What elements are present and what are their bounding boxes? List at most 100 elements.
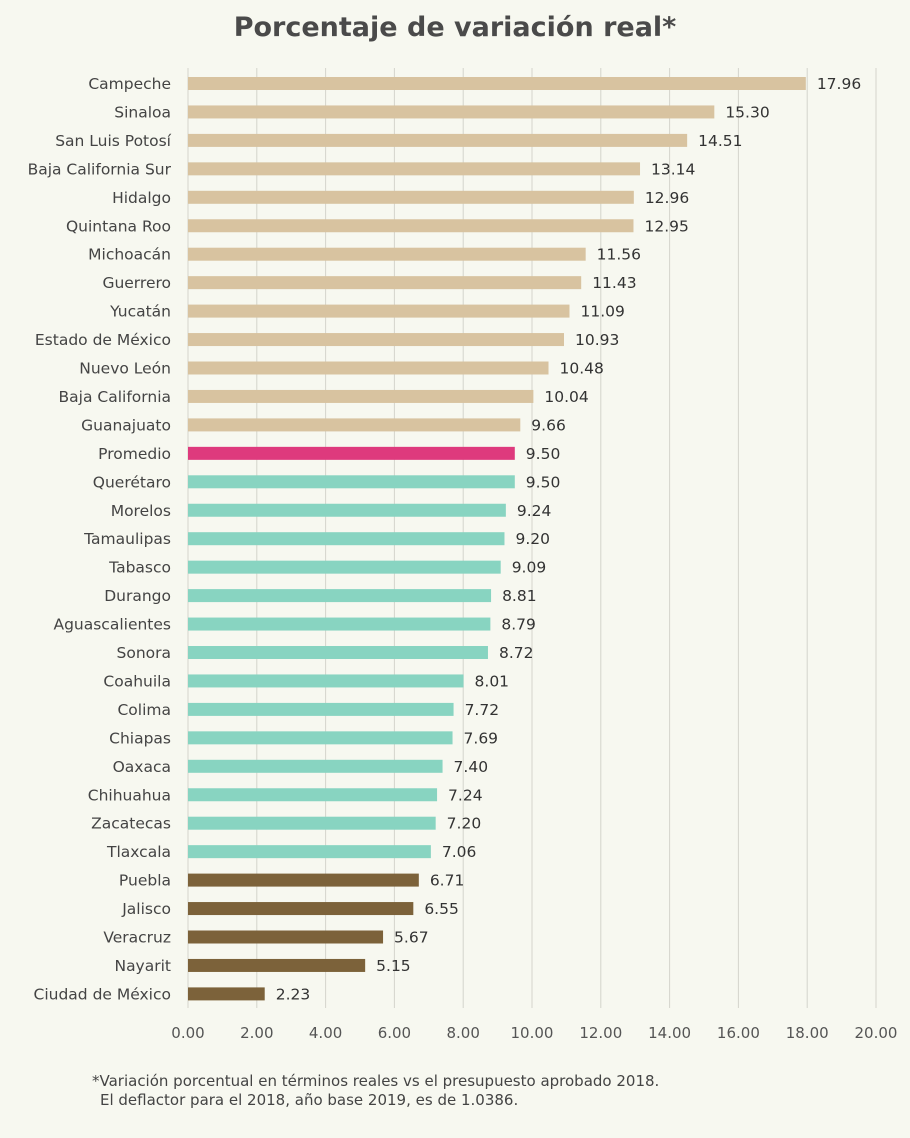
- bar-21: [188, 674, 464, 688]
- x-tick-label: 10.00: [511, 1024, 554, 1042]
- category-label: Chiapas: [109, 729, 171, 747]
- category-label: Chihuahua: [88, 786, 171, 804]
- value-label: 17.96: [817, 75, 861, 93]
- category-label: Tabasco: [108, 559, 171, 577]
- value-label: 9.50: [526, 445, 561, 463]
- value-label: 9.66: [531, 416, 566, 434]
- bar-22: [188, 702, 454, 716]
- x-tick-label: 18.00: [786, 1024, 829, 1042]
- bar-26: [188, 816, 436, 830]
- value-label: 8.79: [501, 616, 536, 634]
- value-label: 11.56: [597, 246, 641, 264]
- value-label: 11.43: [592, 274, 636, 292]
- bar-17: [188, 560, 501, 574]
- bar-25: [188, 788, 438, 802]
- value-label: 14.51: [698, 132, 742, 150]
- category-label: Tamaulipas: [83, 530, 171, 548]
- bar-27: [188, 845, 431, 859]
- bar-1: [188, 105, 715, 119]
- footnote: *Variación porcentual en términos reales…: [92, 1072, 852, 1110]
- bar-3: [188, 162, 641, 176]
- bar-5: [188, 219, 634, 233]
- bar-2: [188, 133, 688, 147]
- bar-29: [188, 902, 414, 916]
- x-tick-label: 2.00: [240, 1024, 273, 1042]
- bar-28: [188, 873, 419, 887]
- value-label: 5.15: [376, 957, 411, 975]
- value-label: 7.20: [447, 815, 482, 833]
- bar-24: [188, 759, 443, 773]
- bar-chart: 0.00 2.00 4.00 6.00 8.00 10.00 12.00 14.00 16.00…: [28, 68, 898, 1042]
- category-label: Coahuila: [103, 672, 171, 690]
- category-label: Morelos: [111, 502, 171, 520]
- bar-15: [188, 503, 506, 517]
- value-label: 10.04: [544, 388, 588, 406]
- category-label: Puebla: [119, 872, 171, 890]
- category-label: Yucatán: [109, 303, 171, 321]
- category-label: Quintana Roo: [66, 217, 171, 235]
- bar-18: [188, 589, 492, 603]
- x-tick-label: 14.00: [648, 1024, 691, 1042]
- category-label: Nuevo León: [79, 360, 171, 378]
- category-label: Sinaloa: [114, 103, 171, 121]
- bar-13: [188, 446, 515, 460]
- value-label: 8.01: [475, 672, 510, 690]
- value-label: 8.72: [499, 644, 534, 662]
- value-label: 6.71: [430, 872, 465, 890]
- bars: [188, 77, 806, 1001]
- chart-title: Porcentaje de variación real*: [233, 12, 677, 43]
- category-label: Durango: [104, 587, 171, 605]
- value-label: 9.20: [515, 530, 550, 548]
- value-label: 7.06: [442, 843, 477, 861]
- footnote-line-1: *Variación porcentual en términos reales…: [92, 1072, 660, 1090]
- category-label: Baja California Sur: [28, 160, 172, 178]
- x-tick-label: 6.00: [378, 1024, 411, 1042]
- bar-11: [188, 389, 534, 403]
- bar-8: [188, 304, 570, 318]
- bar-16: [188, 532, 505, 546]
- x-tick-label: 12.00: [579, 1024, 622, 1042]
- bar-0: [188, 77, 806, 90]
- value-label: 8.81: [502, 587, 537, 605]
- category-label: Ciudad de México: [34, 985, 171, 1003]
- value-label: 7.24: [448, 786, 483, 804]
- category-label: Oaxaca: [113, 758, 171, 776]
- bar-14: [188, 475, 515, 489]
- category-label: Estado de México: [35, 331, 171, 349]
- category-label: Guanajuato: [81, 416, 171, 434]
- category-label: Nayarit: [114, 957, 171, 975]
- category-label: Michoacán: [88, 246, 171, 264]
- labels: 0.00 2.00 4.00 6.00 8.00 10.00 12.00 14.00 16.00…: [28, 75, 898, 1042]
- bar-6: [188, 247, 586, 261]
- x-tick-label: 0.00: [171, 1024, 204, 1042]
- category-label: Campeche: [88, 75, 171, 93]
- category-label: Jalisco: [121, 900, 171, 918]
- category-label: Veracruz: [103, 929, 171, 947]
- bar-7: [188, 276, 582, 290]
- category-label: Hidalgo: [112, 189, 171, 207]
- category-label: Guerrero: [102, 274, 171, 292]
- value-label: 13.14: [651, 160, 695, 178]
- bar-4: [188, 190, 634, 204]
- value-label: 5.67: [394, 929, 429, 947]
- value-label: 7.69: [464, 729, 499, 747]
- value-label: 9.50: [526, 473, 561, 491]
- footnote-line-2: El deflactor para el 2018, año base 2019…: [100, 1091, 519, 1109]
- value-label: 7.72: [465, 701, 500, 719]
- bar-30: [188, 930, 384, 944]
- category-label: San Luis Potosí: [55, 132, 171, 150]
- category-label: Colima: [117, 701, 171, 719]
- value-label: 9.24: [517, 502, 552, 520]
- bar-31: [188, 958, 366, 972]
- category-label: Aguascalientes: [53, 616, 171, 634]
- value-label: 7.40: [454, 758, 489, 776]
- bar-20: [188, 646, 488, 659]
- value-label: 10.48: [560, 360, 604, 378]
- value-label: 11.09: [580, 303, 624, 321]
- bar-9: [188, 333, 564, 347]
- bar-32: [188, 987, 265, 1001]
- category-label: Sonora: [117, 644, 172, 662]
- value-label: 6.55: [424, 900, 459, 918]
- value-label: 12.95: [644, 217, 688, 235]
- value-label: 10.93: [575, 331, 619, 349]
